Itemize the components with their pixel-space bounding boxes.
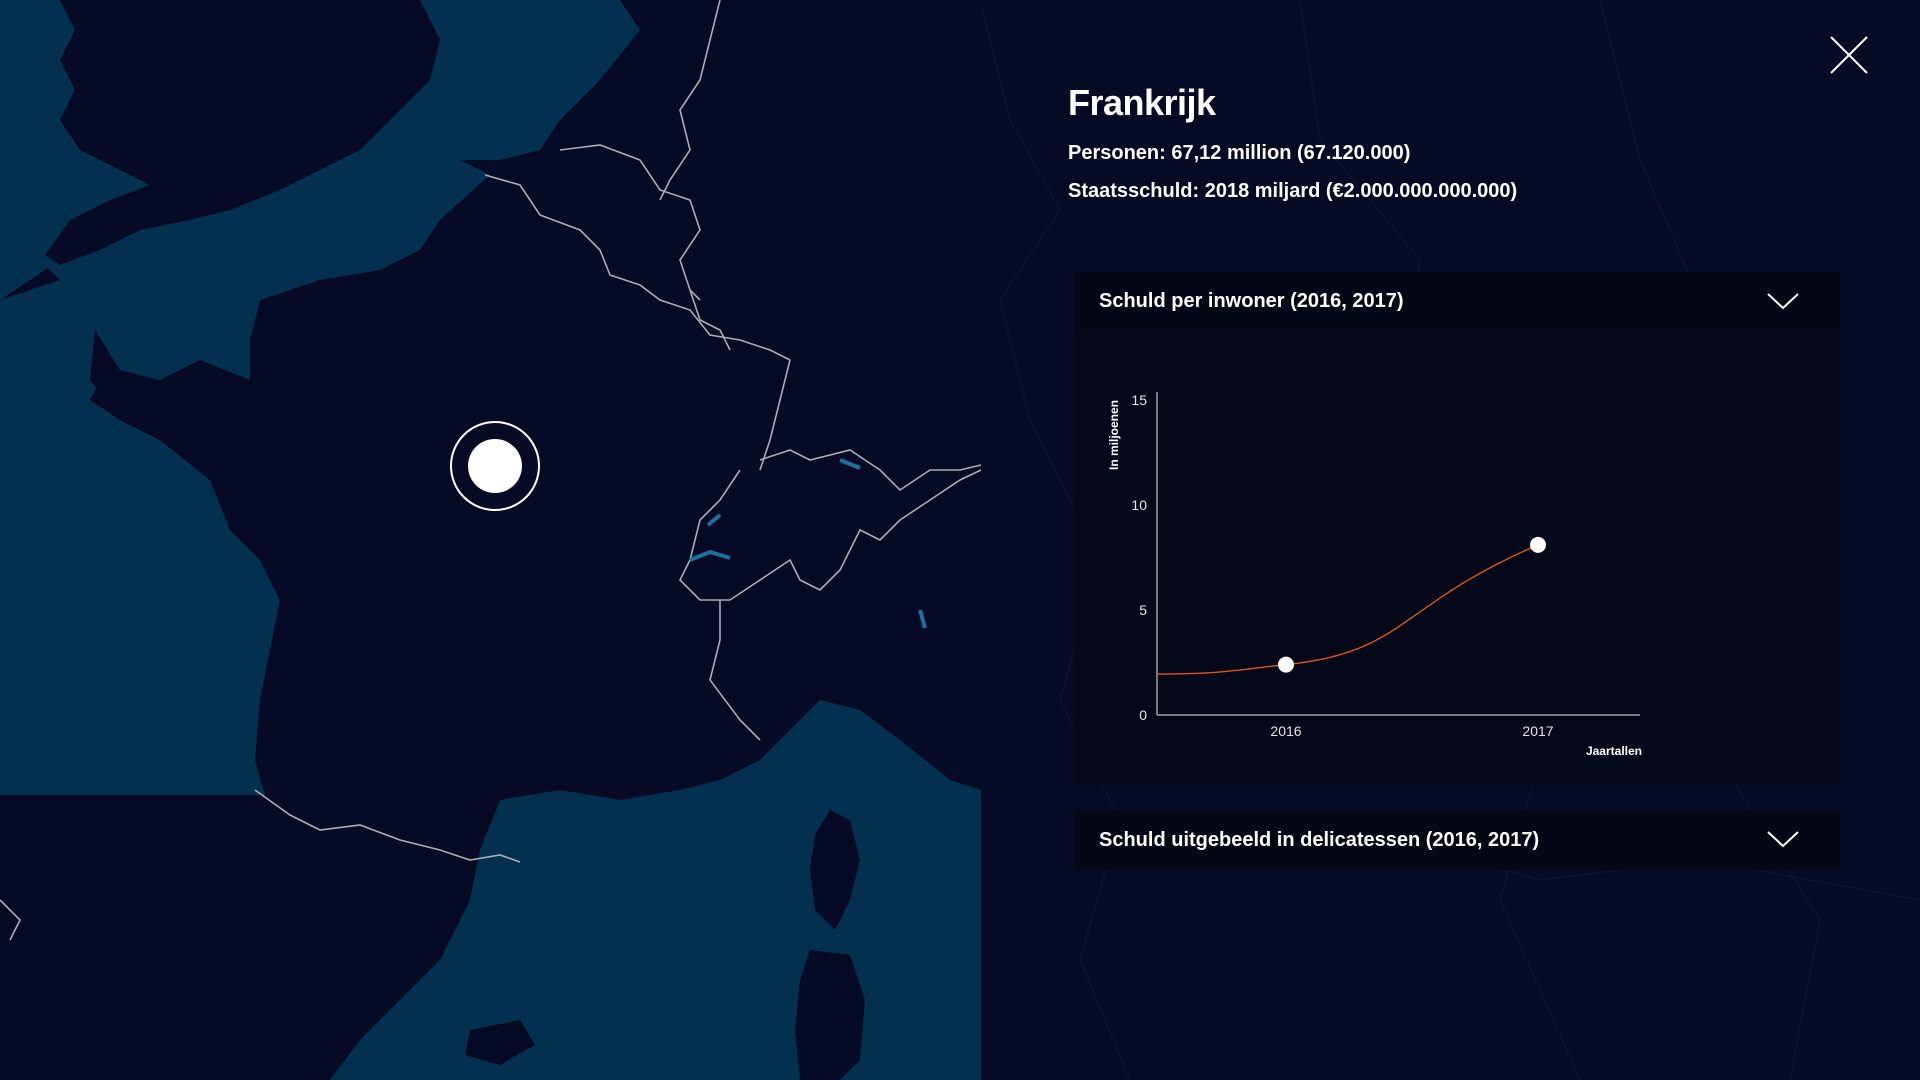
close-icon[interactable]: [1828, 34, 1870, 76]
border-germany: [659, 0, 721, 201]
accordion-debt-per-inhabitant[interactable]: Schuld per inwoner (2016, 2017): [1074, 272, 1840, 330]
accordion-debt-delicacies[interactable]: Schuld uitgebeeld in delicatessen (2016,…: [1074, 810, 1840, 870]
lake-geneva: [689, 549, 731, 562]
channel-strip: [40, 120, 490, 380]
population-stat: Personen: 67,12 million (67.120.000): [1068, 142, 1411, 164]
bay-of-biscay: [0, 280, 280, 795]
y-tick-label: 10: [1131, 497, 1147, 513]
border-belgium-france: [484, 174, 791, 361]
location-marker-dot: [468, 439, 522, 493]
sardinia: [795, 950, 865, 1080]
location-marker-icon[interactable]: [450, 421, 540, 511]
data-point[interactable]: [1278, 656, 1294, 673]
debt-line-chart: 0 5 10 15 2016 2017 In miljoenen Jaartallen: [1107, 392, 1642, 758]
y-tick-label: 0: [1139, 707, 1147, 723]
series-line: [1156, 544, 1539, 675]
border-france-italy: [709, 600, 761, 741]
accordion-title: Schuld uitgebeeld in delicatessen (2016,…: [1099, 828, 1540, 851]
balearic-island: [465, 1020, 535, 1065]
lake-maggiore: [918, 609, 927, 629]
border-france-spain: [254, 789, 521, 863]
border-portugal-edge: [0, 899, 21, 941]
great-britain: [45, 0, 440, 265]
national-debt-stat: Staatsschuld: 2018 miljard (€2.000.000.0…: [1068, 180, 1518, 202]
chevron-down-icon[interactable]: [1766, 828, 1800, 850]
corsica: [810, 810, 860, 930]
x-axis-title: Jaartallen: [1586, 744, 1642, 758]
lake-neuchatel: [706, 513, 722, 527]
y-axis-title: In miljoenen: [1107, 400, 1121, 470]
y-tick-label: 5: [1139, 602, 1147, 618]
border-france-germany: [759, 359, 791, 471]
border-luxembourg: [689, 289, 731, 351]
border-belgium-netherlands: [559, 144, 701, 301]
data-point[interactable]: [1530, 536, 1546, 553]
accordion-title: Schuld per inwoner (2016, 2017): [1099, 289, 1404, 312]
border-switzerland-north: [759, 449, 982, 492]
accordion-body-chart: 0 5 10 15 2016 2017 In miljoenen Jaartallen: [1074, 330, 1840, 785]
france-land: [90, 160, 780, 840]
x-tick-label: 2016: [1270, 723, 1301, 739]
x-tick-label: 2017: [1522, 723, 1553, 739]
chevron-down-icon[interactable]: [1766, 290, 1800, 312]
lake-constance: [839, 458, 861, 470]
country-title: Frankrijk: [1068, 82, 1216, 123]
y-tick-label: 15: [1131, 392, 1147, 408]
